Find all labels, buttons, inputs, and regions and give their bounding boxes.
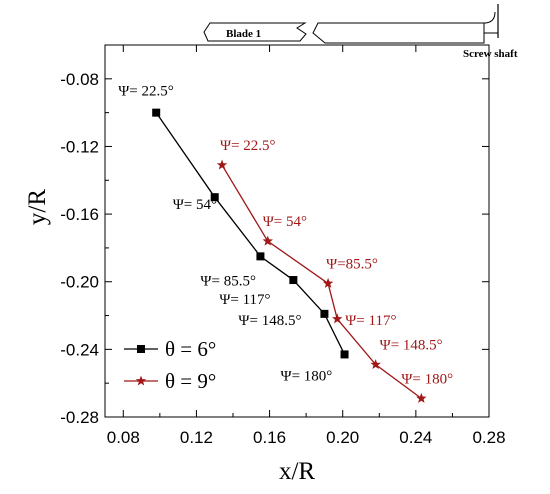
x-axis-title: x/R — [279, 458, 315, 485]
data-point-star — [216, 159, 228, 170]
x-tick-label: 0.12 — [180, 428, 213, 447]
blade-outline — [203, 22, 307, 42]
shaft-fillet — [483, 11, 496, 24]
legend-label: θ = 9° — [165, 369, 216, 393]
data-label: Ψ=85.5° — [326, 256, 378, 272]
y-tick-label: -0.28 — [60, 408, 99, 427]
data-point-square — [340, 350, 349, 359]
x-tick-label: 0.20 — [326, 428, 359, 447]
data-point-square — [152, 108, 161, 117]
data-label: Ψ= 22.5° — [118, 84, 174, 100]
shaft-label: Screw shaft — [463, 48, 518, 60]
y-tick-label: -0.16 — [60, 205, 99, 224]
data-label: Ψ= 180° — [401, 371, 453, 387]
data-point-star — [370, 359, 381, 370]
blade-label: Blade 1 — [226, 28, 261, 40]
data-label: Ψ= 117° — [219, 292, 270, 308]
series-1 — [152, 108, 349, 359]
series-line — [155, 112, 346, 355]
x-tick-label: 0.16 — [253, 428, 286, 447]
y-axis-title: y/R — [24, 189, 51, 225]
legend-marker-star — [135, 375, 147, 386]
data-label: Ψ= 85.5° — [200, 273, 256, 289]
legend-marker-square — [137, 345, 145, 353]
data-point-square — [289, 276, 298, 285]
data-label: Ψ= 22.5° — [220, 138, 276, 154]
series-layer — [152, 108, 427, 403]
series-2 — [216, 159, 427, 403]
x-tick-label: 0.28 — [472, 428, 505, 447]
annotation-layer: Ψ= 22.5° Ψ= 54° Ψ= 85.5° Ψ= 117° Ψ= 148.5° Ψ=… — [118, 84, 453, 388]
shaft-outline — [312, 22, 485, 44]
y-tick-label: -0.20 — [60, 273, 99, 292]
y-tick-label: -0.12 — [60, 137, 99, 156]
data-point-square — [256, 252, 265, 261]
blade-diagram: Blade 1 Screw shaft — [203, 4, 518, 60]
legend-label: θ = 6° — [165, 337, 216, 361]
data-label: Ψ= 180° — [281, 368, 333, 384]
data-point-star — [322, 277, 334, 288]
y-tick-label: -0.24 — [60, 340, 99, 359]
plot-frame — [104, 44, 490, 418]
data-point-square — [210, 193, 219, 202]
axes: 0.08 0.12 0.16 0.20 0.24 0.28 -0.08 -0.12 -0.16 -… — [60, 45, 506, 447]
x-tick-label: 0.08 — [107, 428, 140, 447]
data-point-square — [320, 309, 329, 318]
data-label: Ψ= 148.5° — [380, 338, 443, 354]
data-label: Ψ= 148.5° — [238, 313, 301, 329]
data-label: Ψ= 54° — [263, 214, 307, 230]
data-label: Ψ= 117° — [345, 313, 396, 329]
series-line — [221, 164, 422, 399]
x-tick-label: 0.24 — [399, 428, 432, 447]
legend: θ = 6° θ = 9° — [124, 337, 216, 393]
data-point-star — [332, 313, 343, 324]
data-point-star — [416, 392, 427, 403]
data-label: Ψ= 54° — [173, 197, 217, 213]
data-point-star — [262, 235, 273, 246]
y-tick-label: -0.08 — [60, 70, 99, 89]
